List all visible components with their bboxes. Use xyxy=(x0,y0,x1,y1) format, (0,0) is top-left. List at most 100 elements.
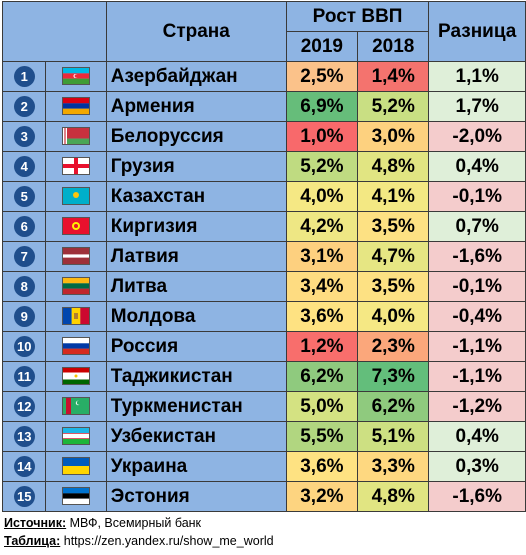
gdp-2018-value: 4,7% xyxy=(357,241,430,272)
gdp-2018-value: 3,0% xyxy=(357,121,430,152)
gdp-2019-value: 2,5% xyxy=(285,61,359,92)
table-row: 14 Украина 3,6% 3,3% 0,3% xyxy=(1,451,526,482)
difference-value: -1,6% xyxy=(428,241,526,272)
row-number-badge: 1 xyxy=(13,66,35,87)
country-name: Молдова xyxy=(105,301,287,332)
russia-flag-icon xyxy=(62,337,91,356)
country-name: Киргизия xyxy=(105,211,287,242)
country-name: Узбекистан xyxy=(105,421,287,452)
table-row: 5 Казахстан 4,0% 4,1% -0,1% xyxy=(1,181,526,212)
row-number-badge: 3 xyxy=(13,126,35,147)
header-year-2019: 2019 xyxy=(285,31,359,62)
gdp-2019-value: 3,6% xyxy=(285,301,359,332)
flag-cell xyxy=(45,91,107,122)
belarus-flag-icon xyxy=(62,127,91,146)
row-number-cell: 12 xyxy=(1,391,47,422)
gdp-2018-value: 3,5% xyxy=(357,211,430,242)
difference-value: -0,1% xyxy=(428,271,526,302)
row-number-cell: 1 xyxy=(1,61,47,92)
row-number-cell: 3 xyxy=(1,121,47,152)
header-difference: Разница xyxy=(428,1,526,62)
tajikistan-flag-icon xyxy=(62,367,91,386)
table-row: 4 Грузия 5,2% 4,8% 0,4% xyxy=(1,151,526,182)
row-number-badge: 12 xyxy=(13,396,35,417)
gdp-2019-value: 1,0% xyxy=(285,121,359,152)
table-label: Таблица: xyxy=(4,534,61,548)
gdp-2018-value: 4,1% xyxy=(357,181,430,212)
header-gdp-growth: Рост ВВП xyxy=(285,1,430,32)
row-number-badge: 14 xyxy=(13,456,35,477)
row-number-cell: 6 xyxy=(1,211,47,242)
table-row: 7 Латвия 3,1% 4,7% -1,6% xyxy=(1,241,526,272)
row-number-cell: 13 xyxy=(1,421,47,452)
gdp-growth-table: Страна Рост ВВП Разница 2019 2018 1 Азерб… xyxy=(1,1,526,512)
row-number-cell: 2 xyxy=(1,91,47,122)
table-row: 3 Белоруссия 1,0% 3,0% -2,0% xyxy=(1,121,526,152)
source-label: Источник: xyxy=(4,516,67,530)
gdp-2019-value: 3,2% xyxy=(285,481,359,512)
difference-value: -1,2% xyxy=(428,391,526,422)
source-text: МВФ, Всемирный банк xyxy=(69,516,202,530)
row-number-cell: 10 xyxy=(1,331,47,362)
ukraine-flag-icon xyxy=(62,457,91,476)
row-number-badge: 9 xyxy=(13,306,35,327)
country-name: Армения xyxy=(105,91,287,122)
estonia-flag-icon xyxy=(62,487,91,506)
row-number-badge: 11 xyxy=(13,366,35,387)
moldova-flag-icon xyxy=(62,307,91,326)
row-number-cell: 14 xyxy=(1,451,47,482)
flag-cell xyxy=(45,151,107,182)
row-number-cell: 5 xyxy=(1,181,47,212)
difference-value: 0,7% xyxy=(428,211,526,242)
difference-value: -1,6% xyxy=(428,481,526,512)
gdp-2019-value: 5,5% xyxy=(285,421,359,452)
table-credit-link[interactable]: https://zen.yandex.ru/show_me_world xyxy=(63,534,274,548)
latvia-flag-icon xyxy=(62,247,91,266)
row-number-badge: 10 xyxy=(13,336,35,357)
flag-cell xyxy=(45,271,107,302)
table-row: 11 Таджикистан 6,2% 7,3% -1,1% xyxy=(1,361,526,392)
country-name: Белоруссия xyxy=(105,121,287,152)
table-row: 2 Армения 6,9% 5,2% 1,7% xyxy=(1,91,526,122)
row-number-badge: 5 xyxy=(13,186,35,207)
table-row: 1 Азербайджан 2,5% 1,4% 1,1% xyxy=(1,61,526,92)
gdp-2019-value: 6,9% xyxy=(285,91,359,122)
row-number-cell: 4 xyxy=(1,151,47,182)
uzbekistan-flag-icon xyxy=(62,427,91,446)
armenia-flag-icon xyxy=(62,97,91,116)
row-number-badge: 4 xyxy=(13,156,35,177)
row-number-badge: 2 xyxy=(13,96,35,117)
gdp-2018-value: 4,0% xyxy=(357,301,430,332)
country-name: Грузия xyxy=(105,151,287,182)
table-row: 12 Туркменистан 5,0% 6,2% -1,2% xyxy=(1,391,526,422)
row-number-cell: 15 xyxy=(1,481,47,512)
country-name: Россия xyxy=(105,331,287,362)
gdp-2019-value: 5,2% xyxy=(285,151,359,182)
flag-cell xyxy=(45,241,107,272)
header-year-2018: 2018 xyxy=(357,31,430,62)
gdp-2018-value: 3,3% xyxy=(357,451,430,482)
flag-cell xyxy=(45,481,107,512)
header-country: Страна xyxy=(105,1,287,62)
table-row: 15 Эстония 3,2% 4,8% -1,6% xyxy=(1,481,526,512)
country-name: Украина xyxy=(105,451,287,482)
footer-table-credit: Таблица: https://zen.yandex.ru/show_me_w… xyxy=(4,534,274,548)
header-corner xyxy=(2,1,107,62)
flag-cell xyxy=(45,421,107,452)
row-number-cell: 11 xyxy=(1,361,47,392)
country-name: Литва xyxy=(105,271,287,302)
row-number-badge: 7 xyxy=(13,246,35,267)
gdp-2018-value: 2,3% xyxy=(357,331,430,362)
table-row: 8 Литва 3,4% 3,5% -0,1% xyxy=(1,271,526,302)
difference-value: -0,4% xyxy=(428,301,526,332)
difference-value: 0,4% xyxy=(428,151,526,182)
gdp-2019-value: 4,2% xyxy=(285,211,359,242)
azerbaijan-flag-icon xyxy=(62,67,91,86)
gdp-2019-value: 1,2% xyxy=(285,331,359,362)
row-number-cell: 9 xyxy=(1,301,47,332)
difference-value: 1,7% xyxy=(428,91,526,122)
flag-cell xyxy=(45,211,107,242)
country-name: Таджикистан xyxy=(105,361,287,392)
footer-source: Источник: МВФ, Всемирный банк xyxy=(4,516,201,530)
